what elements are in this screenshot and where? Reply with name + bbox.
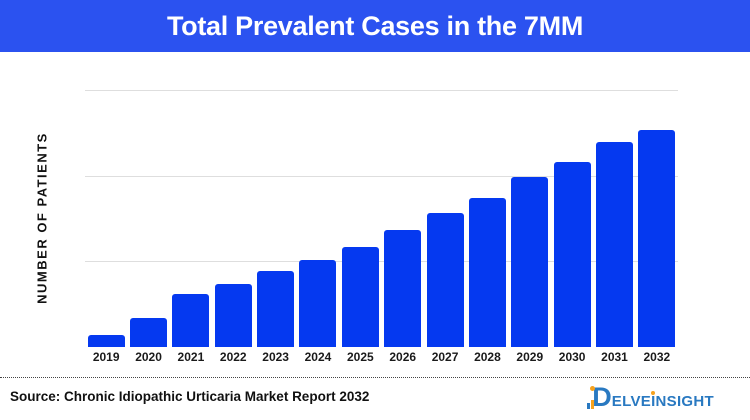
x-tick-2032: 2032 bbox=[643, 350, 671, 364]
logo-dotted-i: I bbox=[651, 393, 656, 410]
x-tick-2029: 2029 bbox=[516, 350, 544, 364]
gridline bbox=[85, 260, 678, 262]
bar-slot-2023 bbox=[254, 90, 296, 347]
x-tick-2028: 2028 bbox=[474, 350, 501, 364]
bar-slot-2019 bbox=[85, 90, 127, 347]
y-axis-title: NUMBER OF PATIENTS bbox=[34, 132, 50, 304]
bar-slot-2026 bbox=[382, 90, 424, 347]
x-tick-2020: 2020 bbox=[135, 350, 162, 364]
gridline bbox=[85, 90, 678, 91]
gridline bbox=[85, 175, 678, 177]
header-banner: Total Prevalent Cases in the 7MM bbox=[0, 0, 750, 52]
bar-slot-2029 bbox=[509, 90, 551, 347]
x-tick-2026: 2026 bbox=[389, 350, 417, 364]
bar-slot-2022 bbox=[212, 90, 254, 347]
logo-orange-stem-icon bbox=[591, 400, 595, 409]
page-title: Total Prevalent Cases in the 7MM bbox=[166, 10, 584, 41]
bar-2025 bbox=[341, 247, 379, 347]
bar-2031 bbox=[595, 142, 633, 347]
logo-text-part1: ELVE bbox=[611, 393, 652, 410]
x-tick-2021: 2021 bbox=[177, 350, 205, 364]
bar-slot-2031 bbox=[593, 90, 635, 347]
source-text: Source: Chronic Idiopathic Urticaria Mar… bbox=[10, 389, 370, 404]
logo-letter-d: D bbox=[592, 382, 612, 412]
x-tick-2025: 2025 bbox=[346, 350, 374, 364]
chart-plot-area bbox=[85, 90, 678, 347]
bar-slot-2032 bbox=[636, 90, 678, 347]
logo-mini-bar-icon bbox=[587, 403, 591, 409]
x-axis-labels: 2019 2020 2021 2022 2023 2024 2025 2026 2027 2028… bbox=[85, 350, 678, 364]
bar-2022 bbox=[214, 284, 252, 347]
x-tick-2019: 2019 bbox=[92, 350, 120, 364]
x-tick-2024: 2024 bbox=[304, 350, 332, 364]
source-separator bbox=[0, 377, 750, 378]
bar-slot-2021 bbox=[170, 90, 212, 347]
logo-text-part2: NSIGHT bbox=[655, 393, 714, 410]
bar-slot-2030 bbox=[551, 90, 593, 347]
logo-orange-dot-icon bbox=[590, 386, 596, 391]
bar-slot-2028 bbox=[466, 90, 508, 347]
bars-row bbox=[85, 90, 678, 347]
logo-d-icon: D bbox=[587, 382, 612, 412]
bar-2019 bbox=[87, 335, 125, 347]
bar-2029 bbox=[511, 177, 549, 347]
bar-2028 bbox=[468, 198, 506, 347]
delveinsight-logo: D ELVEINSIGHT bbox=[587, 382, 714, 412]
bar-2026 bbox=[384, 230, 422, 347]
bar-2020 bbox=[130, 318, 168, 347]
x-tick-2027: 2027 bbox=[431, 350, 459, 364]
x-tick-2031: 2031 bbox=[601, 350, 628, 364]
bar-2024 bbox=[299, 260, 337, 347]
x-tick-2023: 2023 bbox=[262, 350, 289, 364]
logo-text: ELVEINSIGHT bbox=[612, 394, 714, 410]
bar-2021 bbox=[172, 294, 210, 347]
bar-2030 bbox=[553, 162, 591, 347]
bar-slot-2024 bbox=[297, 90, 339, 347]
bar-2027 bbox=[426, 213, 464, 347]
x-tick-2022: 2022 bbox=[219, 350, 247, 364]
bar-slot-2020 bbox=[127, 90, 169, 347]
bar-2023 bbox=[257, 271, 295, 347]
bar-slot-2025 bbox=[339, 90, 381, 347]
bar-2032 bbox=[638, 130, 676, 347]
x-tick-2030: 2030 bbox=[558, 350, 586, 364]
bar-slot-2027 bbox=[424, 90, 466, 347]
